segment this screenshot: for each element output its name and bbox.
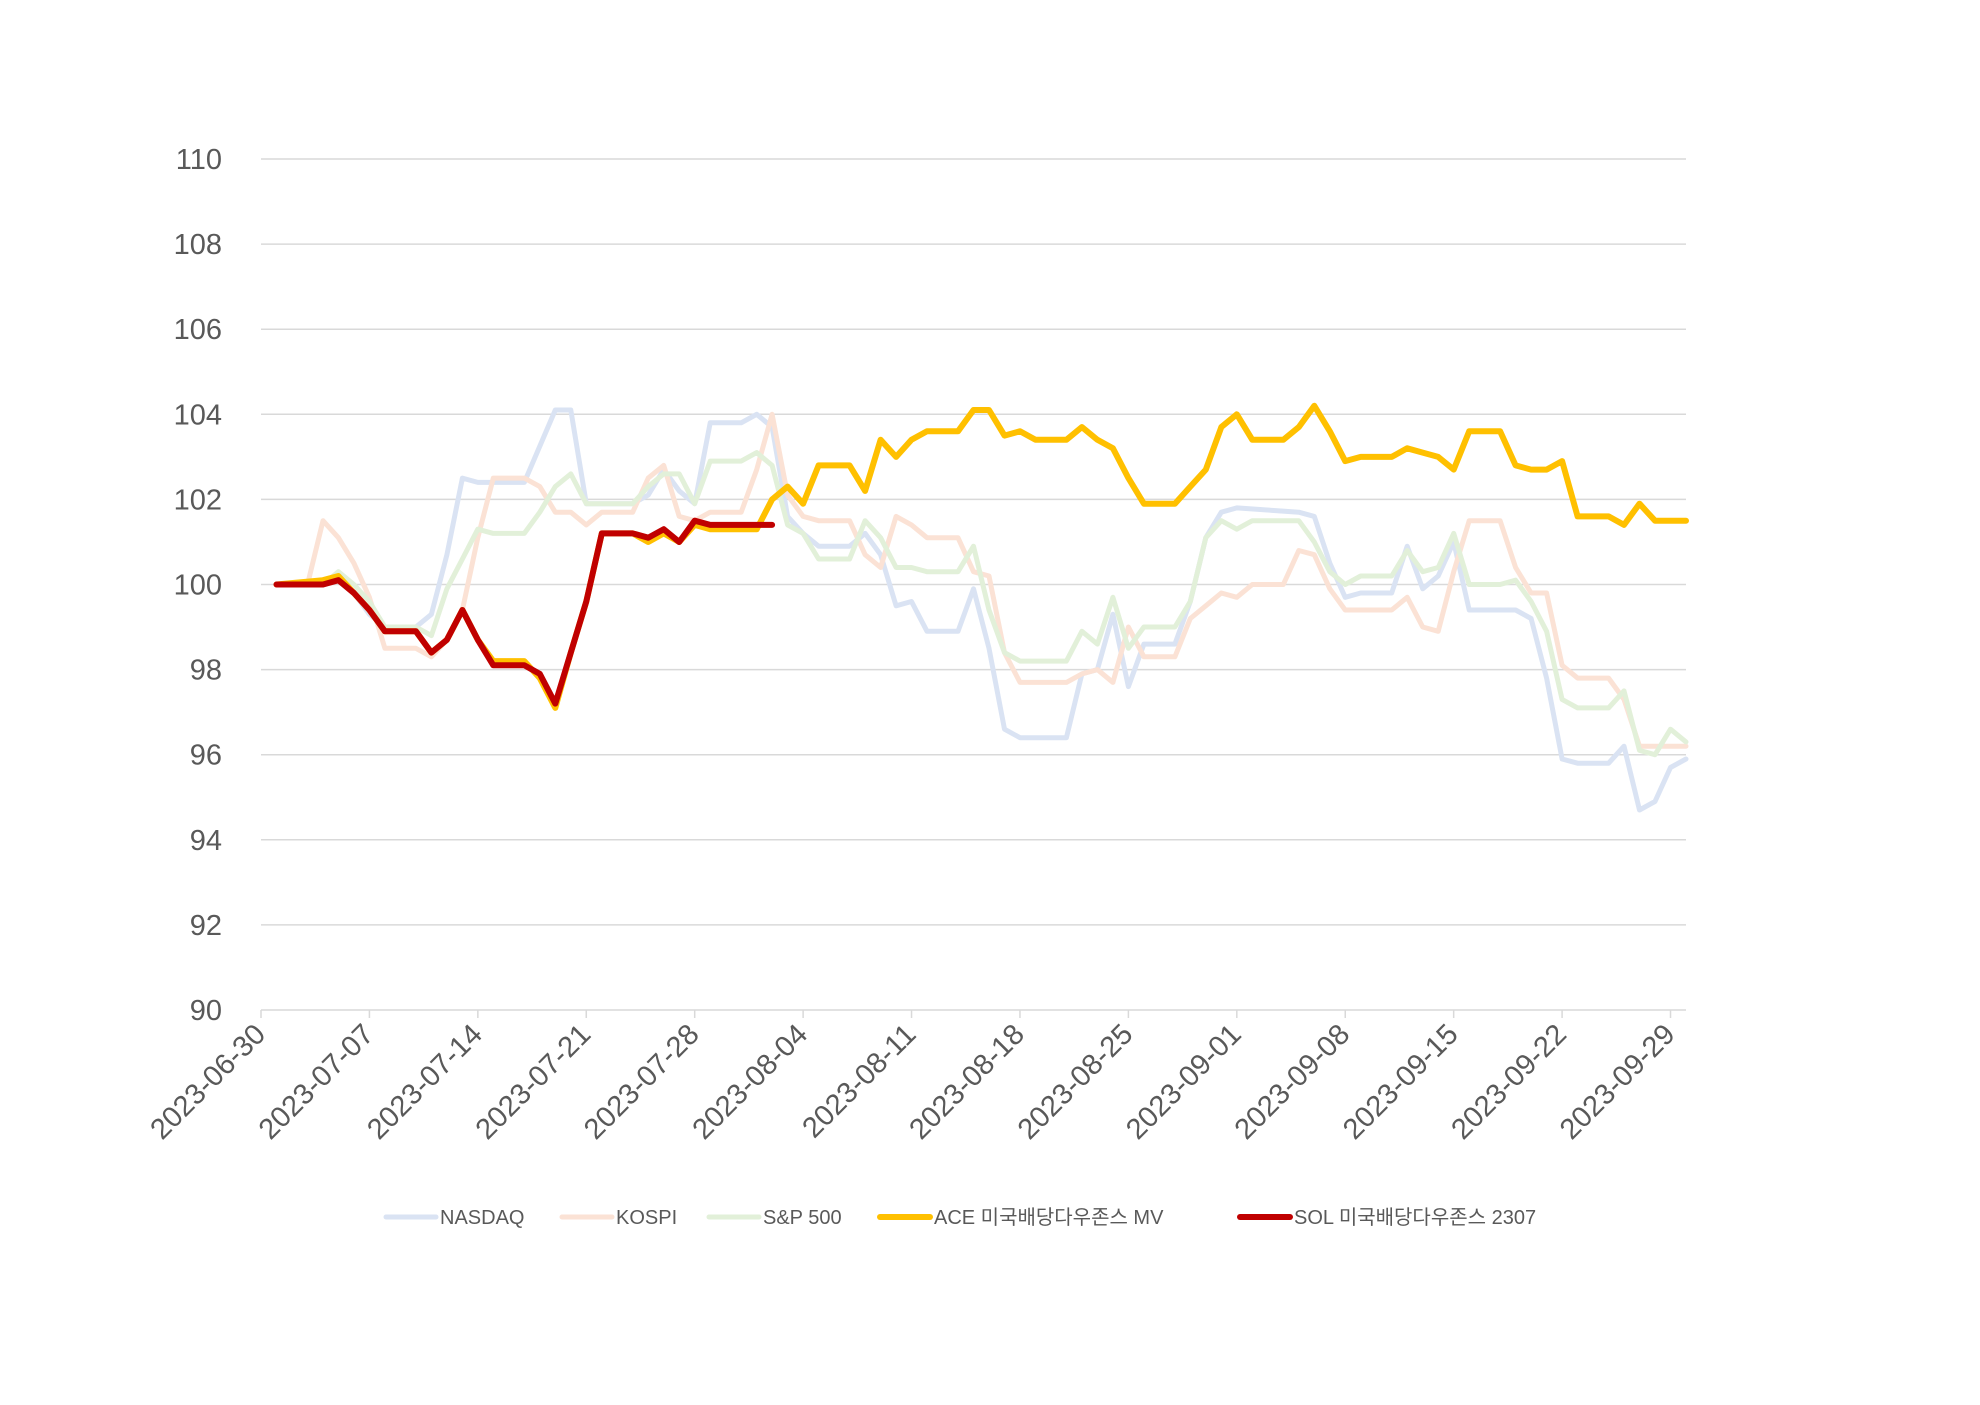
series-line-0 [274,407,1689,813]
y-tick-label: 110 [176,144,222,176]
y-tick-label: 98 [190,655,222,687]
legend: NASDAQ KOSPI S&P 500 ACE 미국배당다우존스 MV SOL 미국배… [383,1206,1536,1229]
y-tick-label: 104 [174,399,222,431]
series-line-4 [273,517,776,707]
gridlines [261,158,1686,926]
x-tick-label: 2023-07-21 [470,1018,598,1146]
y-tick-label: 106 [174,314,222,346]
x-tick-label: 2023-07-14 [361,1018,489,1146]
y-axis-tick-labels: 90 92 94 96 98 100 102 104 106 108 110 [174,144,222,1027]
series-lines [273,402,1689,813]
x-tick-label: 2023-09-08 [1229,1018,1357,1146]
x-tick-label: 2023-06-30 [144,1018,272,1146]
y-tick-label: 102 [174,484,222,516]
y-tick-label: 94 [190,825,222,857]
x-tick-label: 2023-08-04 [687,1018,815,1146]
x-tick-label: 2023-07-28 [578,1018,706,1146]
legend-label: ACE 미국배당다우존스 MV [934,1206,1164,1229]
x-tick-label: 2023-07-07 [253,1018,381,1146]
series-line-1 [274,411,1689,749]
x-axis [260,1009,1686,1018]
series-line-2 [274,450,1689,758]
x-tick-label: 2023-08-25 [1012,1018,1140,1146]
y-tick-label: 108 [174,229,222,261]
x-tick-label: 2023-08-18 [903,1018,1031,1146]
y-tick-label: 100 [174,570,222,602]
x-tick-label: 2023-09-01 [1120,1018,1248,1146]
x-tick-label: 2023-09-15 [1337,1018,1465,1146]
legend-label: SOL 미국배당다우존스 2307 [1294,1206,1536,1229]
x-tick-label: 2023-09-22 [1446,1018,1574,1146]
x-tick-label: 2023-09-29 [1554,1018,1682,1146]
x-axis-tick-labels: 2023-06-302023-07-072023-07-142023-07-21… [144,1018,1681,1146]
y-tick-label: 90 [190,995,222,1027]
series-line-3 [273,402,1689,711]
legend-label: S&P 500 [763,1207,842,1229]
x-tick-label: 2023-08-11 [796,1018,922,1144]
legend-label: KOSPI [616,1207,677,1229]
legend-label: NASDAQ [440,1207,524,1229]
y-tick-label: 96 [190,740,222,772]
y-tick-label: 92 [190,910,222,942]
